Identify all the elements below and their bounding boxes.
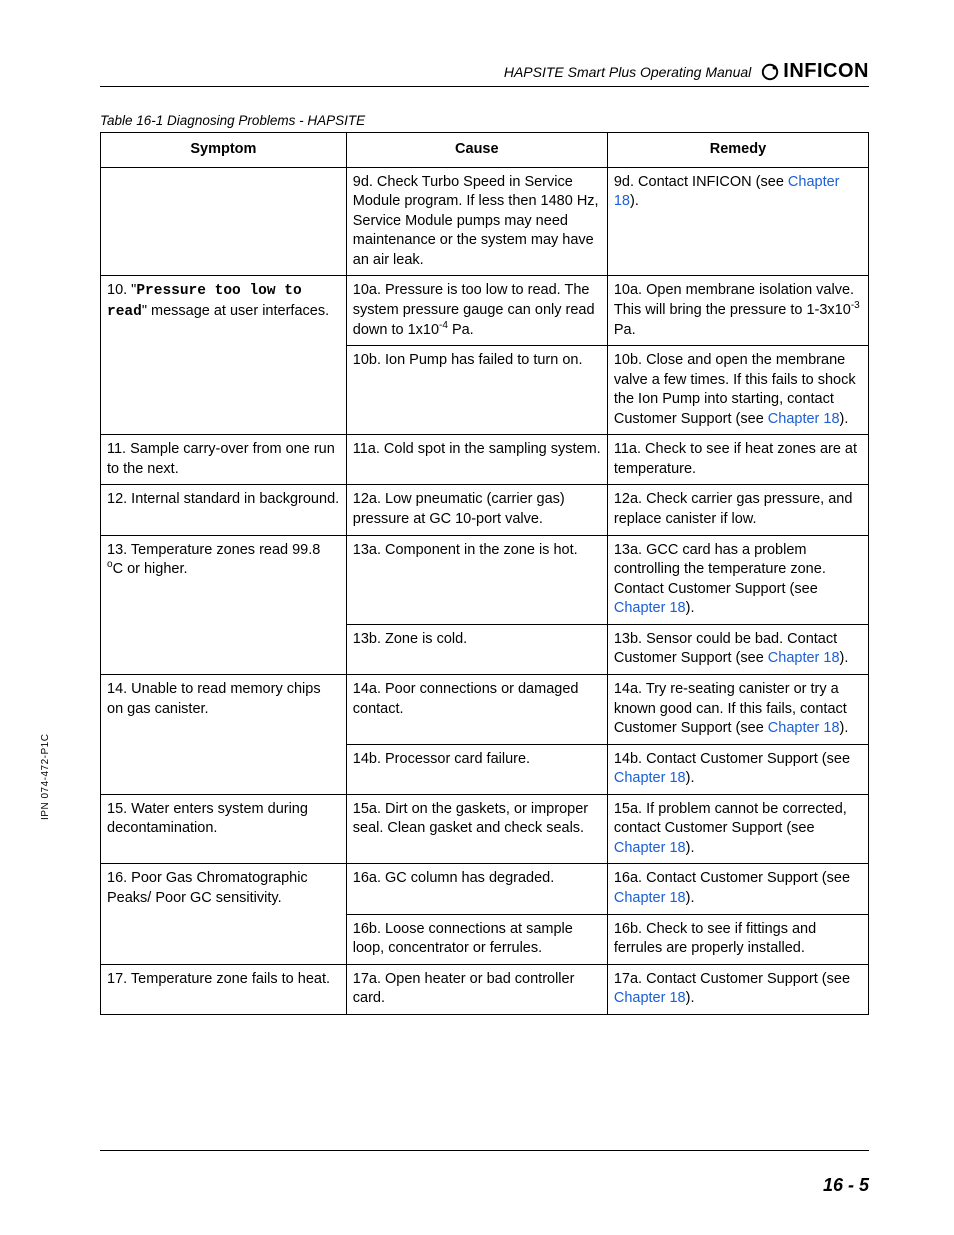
chapter-link[interactable]: Chapter 18 [768,650,840,666]
cell-symptom: 11. Sample carry-over from one run to th… [101,435,347,485]
diagnosing-table: Symptom Cause Remedy 9d. Check Turbo Spe… [100,132,869,1015]
cell-remedy: 17a. Contact Customer Support (see Chapt… [607,964,868,1014]
chapter-link[interactable]: Chapter 18 [614,890,686,906]
cell-remedy: 10a. Open membrane isolation valve. This… [607,276,868,346]
chapter-link[interactable]: Chapter 18 [768,720,840,736]
col-symptom: Symptom [101,133,347,168]
col-cause: Cause [346,133,607,168]
table-row: 15. Water enters system during decontami… [101,794,869,864]
table-row: 16. Poor Gas Chromatographic Peaks/ Poor… [101,864,869,914]
col-remedy: Remedy [607,133,868,168]
table-row: 10. "Pressure too low to read" message a… [101,276,869,346]
page-number: 16 - 5 [823,1175,869,1196]
cell-remedy: 14a. Try re-seating canister or try a kn… [607,674,868,744]
cell-symptom: 10. "Pressure too low to read" message a… [101,276,347,435]
cell-cause: 9d. Check Turbo Speed in Service Module … [346,167,607,276]
chapter-link[interactable]: Chapter 18 [768,411,840,427]
table-row: 13. Temperature zones read 99.8 oC or hi… [101,535,869,624]
table-row: 11. Sample carry-over from one run to th… [101,435,869,485]
chapter-link[interactable]: Chapter 18 [614,990,686,1006]
ipn-label: IPN 074-472-P1C [40,734,51,820]
cell-symptom: 17. Temperature zone fails to heat. [101,964,347,1014]
footer-rule [100,1150,869,1151]
cell-remedy: 9d. Contact INFICON (see Chapter 18). [607,167,868,276]
cell-remedy: 16b. Check to see if fittings and ferrul… [607,914,868,964]
table-header-row: Symptom Cause Remedy [101,133,869,168]
cell-cause: 10b. Ion Pump has failed to turn on. [346,346,607,435]
cell-symptom: 15. Water enters system during decontami… [101,794,347,864]
chapter-link[interactable]: Chapter 18 [614,840,686,856]
table-row: 9d. Check Turbo Speed in Service Module … [101,167,869,276]
cell-cause: 16a. GC column has degraded. [346,864,607,914]
cell-remedy: 14b. Contact Customer Support (see Chapt… [607,744,868,794]
cell-symptom: 12. Internal standard in background. [101,485,347,535]
cell-remedy: 10b. Close and open the membrane valve a… [607,346,868,435]
manual-title: HAPSITE Smart Plus Operating Manual [504,64,751,80]
table-row: 12. Internal standard in background. 12a… [101,485,869,535]
cell-remedy: 11a. Check to see if heat zones are at t… [607,435,868,485]
page-header: HAPSITE Smart Plus Operating Manual INFI… [100,60,869,87]
brand-name: INFICON [783,60,869,83]
table-caption: Table 16-1 Diagnosing Problems - HAPSITE [100,113,869,128]
cell-symptom: 16. Poor Gas Chromatographic Peaks/ Poor… [101,864,347,964]
table-row: 17. Temperature zone fails to heat. 17a.… [101,964,869,1014]
cell-symptom: 13. Temperature zones read 99.8 oC or hi… [101,535,347,674]
cell-remedy: 13b. Sensor could be bad. Contact Custom… [607,624,868,674]
cell-cause: 14b. Processor card failure. [346,744,607,794]
cell-cause: 13a. Component in the zone is hot. [346,535,607,624]
cell-cause: 11a. Cold spot in the sampling system. [346,435,607,485]
brand-logo: INFICON [761,60,869,83]
cell-cause: 15a. Dirt on the gaskets, or improper se… [346,794,607,864]
cell-cause: 10a. Pressure is too low to read. The sy… [346,276,607,346]
cell-cause: 13b. Zone is cold. [346,624,607,674]
cell-cause: 12a. Low pneumatic (carrier gas) pressur… [346,485,607,535]
cell-cause: 16b. Loose connections at sample loop, c… [346,914,607,964]
cell-remedy: 15a. If problem cannot be corrected, con… [607,794,868,864]
cell-remedy: 13a. GCC card has a problem controlling … [607,535,868,624]
cell-symptom [101,167,347,276]
cell-cause: 14a. Poor connections or damaged contact… [346,674,607,744]
cell-remedy: 12a. Check carrier gas pressure, and rep… [607,485,868,535]
cell-cause: 17a. Open heater or bad controller card. [346,964,607,1014]
cell-remedy: 16a. Contact Customer Support (see Chapt… [607,864,868,914]
chapter-link[interactable]: Chapter 18 [614,770,686,786]
logo-icon [761,63,779,81]
table-row: 14. Unable to read memory chips on gas c… [101,674,869,744]
cell-symptom: 14. Unable to read memory chips on gas c… [101,674,347,794]
chapter-link[interactable]: Chapter 18 [614,600,686,616]
